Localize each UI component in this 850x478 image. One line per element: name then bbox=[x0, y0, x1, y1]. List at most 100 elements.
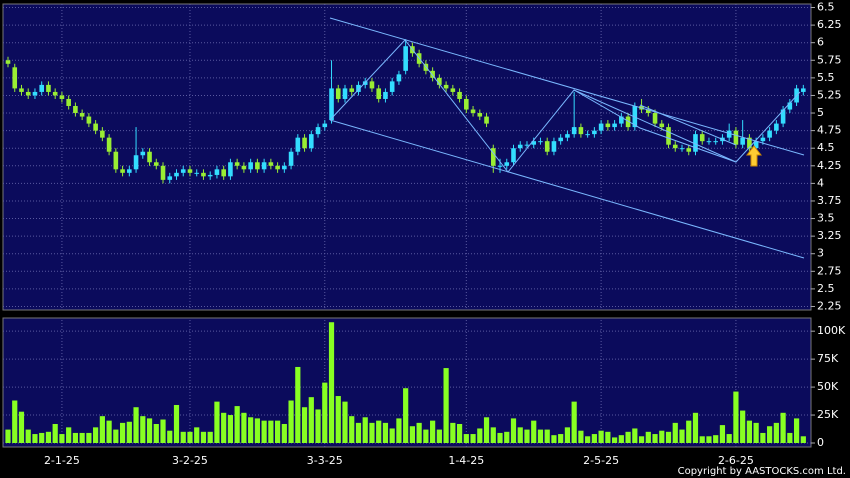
y-tick-label: 5.75 bbox=[817, 53, 842, 66]
y-tick-label: 6 bbox=[817, 36, 824, 49]
volume-bar bbox=[369, 422, 375, 443]
volume-bar bbox=[126, 421, 132, 443]
candle-body bbox=[747, 137, 752, 149]
volume-bar bbox=[524, 429, 530, 443]
candle-body bbox=[551, 141, 557, 152]
candle-body bbox=[801, 88, 806, 92]
candle-body bbox=[12, 67, 18, 89]
volume-bar bbox=[79, 432, 85, 443]
candle-body bbox=[268, 162, 274, 166]
candle-body bbox=[477, 113, 483, 117]
volume-bar bbox=[645, 431, 651, 443]
y-tick-label: 4.25 bbox=[817, 159, 842, 172]
volume-bar bbox=[713, 435, 719, 443]
volume-bar bbox=[18, 411, 25, 443]
candle-body bbox=[740, 137, 745, 145]
volume-bar bbox=[146, 418, 153, 443]
volume-bar bbox=[800, 436, 806, 443]
y-tick-label: 2.75 bbox=[817, 264, 842, 277]
candle-body bbox=[517, 144, 523, 149]
y-tick-label: 5 bbox=[817, 106, 824, 119]
candle-body bbox=[369, 81, 375, 89]
volume-bar bbox=[699, 436, 705, 443]
volume-bar bbox=[773, 422, 779, 443]
y-tick-label: 3.5 bbox=[817, 212, 835, 225]
candle-body bbox=[578, 127, 584, 135]
volume-bar bbox=[659, 430, 665, 443]
candle-body bbox=[612, 123, 617, 128]
volume-bar bbox=[173, 404, 180, 443]
volume-bar bbox=[490, 427, 496, 443]
volume-bar bbox=[625, 431, 631, 443]
candle-body bbox=[19, 88, 24, 92]
volume-bar bbox=[389, 428, 395, 443]
candle-body bbox=[248, 162, 253, 170]
volume-bar bbox=[477, 428, 483, 443]
candle-body bbox=[302, 137, 307, 149]
candle-body bbox=[322, 123, 328, 128]
candle-body bbox=[120, 169, 125, 173]
candle-body bbox=[140, 151, 146, 156]
candle-body bbox=[437, 77, 442, 85]
candle-body bbox=[100, 130, 105, 138]
y-tick-label: 0 bbox=[817, 436, 824, 449]
volume-bar bbox=[679, 429, 685, 443]
candle-body bbox=[780, 109, 786, 124]
x-tick-label: 2-5-25 bbox=[583, 454, 619, 467]
candle-body bbox=[127, 169, 132, 173]
y-tick-label: 5.5 bbox=[817, 71, 835, 84]
volume-bar bbox=[787, 432, 793, 443]
candle-body bbox=[32, 91, 38, 96]
x-tick-label: 1-4-25 bbox=[448, 454, 484, 467]
candle-body bbox=[93, 123, 98, 131]
candle-body bbox=[342, 88, 348, 99]
volume-bar bbox=[733, 391, 739, 443]
volume-bar bbox=[153, 423, 159, 443]
volume-bar bbox=[686, 420, 692, 443]
candle-body bbox=[693, 134, 698, 152]
volume-bar bbox=[295, 366, 301, 443]
y-tick-label: 6.5 bbox=[817, 1, 835, 14]
volume-bar bbox=[99, 416, 105, 443]
candle-body bbox=[490, 148, 496, 166]
trend-lines bbox=[329, 17, 805, 259]
candle-body bbox=[315, 127, 321, 135]
candle-body bbox=[187, 169, 193, 173]
candle-body bbox=[174, 172, 179, 177]
candle-body bbox=[605, 123, 611, 128]
volume-bar bbox=[510, 418, 517, 443]
candle-body bbox=[106, 137, 112, 152]
candle-body bbox=[713, 141, 718, 143]
volume-bar bbox=[612, 437, 618, 443]
volume-bar bbox=[578, 430, 584, 443]
candle-body bbox=[207, 174, 213, 177]
candle-body bbox=[309, 134, 314, 149]
candle-body bbox=[538, 141, 543, 143]
candle-body bbox=[511, 148, 516, 163]
y-tick-label: 4 bbox=[817, 176, 824, 189]
candle-body bbox=[585, 134, 590, 136]
volume-bar bbox=[605, 431, 611, 443]
candle-body bbox=[652, 113, 658, 124]
channel-upper bbox=[329, 17, 805, 156]
y-tick-label: 4.75 bbox=[817, 124, 842, 137]
candle-body bbox=[160, 165, 166, 180]
channel-lower bbox=[329, 119, 805, 259]
volume-bar bbox=[106, 420, 112, 443]
volume-bar bbox=[551, 435, 557, 443]
candle-body bbox=[646, 109, 651, 114]
candle-body bbox=[592, 130, 597, 135]
y-tick-label: 75K bbox=[817, 352, 839, 365]
candle-body bbox=[356, 84, 361, 92]
candle-body bbox=[194, 172, 200, 174]
volume-bar bbox=[349, 416, 355, 443]
candle-body bbox=[255, 162, 260, 170]
volume-bar bbox=[214, 401, 220, 443]
volume-bar bbox=[706, 436, 712, 443]
volume-bar bbox=[423, 429, 429, 443]
volume-bar bbox=[180, 431, 186, 443]
volume-bar bbox=[585, 436, 591, 443]
candle-body bbox=[180, 169, 186, 173]
volume-bar bbox=[396, 418, 402, 443]
